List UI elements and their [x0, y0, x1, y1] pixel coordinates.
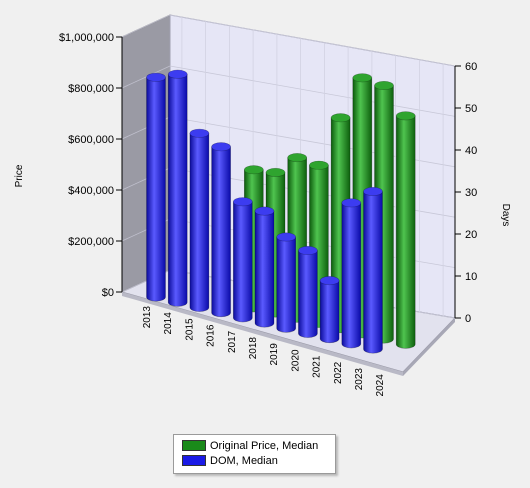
- right-tick-label: 0: [465, 313, 471, 325]
- x-tick-label: 2018: [248, 337, 259, 360]
- bar-dom-2015: [189, 128, 210, 312]
- x-axis-ticks: 2013 2014 2015 2016 2017 2018 2019 2020 2021 2022…: [142, 306, 386, 397]
- legend-item-dom: DOM, Median: [182, 453, 335, 468]
- y-right-axis-title: Days: [500, 204, 511, 227]
- left-tick-label: $800,000: [68, 83, 114, 95]
- gridline-left-wall: [121, 14, 171, 38]
- x-tick-label: 2015: [184, 318, 195, 341]
- legend-item-price: Original Price, Median: [182, 438, 335, 453]
- bar-price-2024: [395, 111, 416, 349]
- right-tick-label: 60: [465, 61, 477, 73]
- left-tick-label: $400,000: [68, 185, 114, 197]
- bar-dom-2022: [341, 198, 362, 349]
- gridline-left-wall: [121, 65, 171, 89]
- left-tick-label: $0: [102, 287, 114, 299]
- x-tick-label: 2013: [142, 306, 153, 329]
- legend-label-price: Original Price, Median: [210, 439, 319, 452]
- x-tick-label: 2022: [333, 361, 344, 384]
- right-tick-label: 30: [465, 187, 477, 199]
- gridline-back-wall: [169, 65, 456, 117]
- bar-dom-2018: [254, 206, 275, 328]
- x-tick-label: 2020: [290, 349, 301, 372]
- floor-front-edge: [122, 292, 403, 376]
- bar-dom-2020: [298, 245, 318, 338]
- right-tick-label: 40: [465, 145, 477, 157]
- x-tick-label: 2016: [206, 324, 217, 347]
- right-tick-label: 20: [465, 229, 477, 241]
- gridline-back-wall: [169, 14, 456, 67]
- floor-side-edge: [403, 318, 455, 376]
- chart-legend: Original Price, Median DOM, Median: [173, 434, 336, 474]
- bar-dom-2014: [167, 69, 188, 307]
- bar-dom-2013: [146, 72, 166, 302]
- bar-dom-2019: [276, 232, 297, 333]
- bar-dom-2023: [363, 186, 383, 354]
- right-tick-label: 10: [465, 271, 477, 283]
- legend-swatch-price: [182, 440, 206, 451]
- right-axis-ticks: 0 10 20 30 40 50 60: [454, 61, 477, 325]
- left-axis-ticks: $0 $200,000 $400,000 $600,000 $800,000 $1,000…: [59, 32, 123, 299]
- bar-dom-2021: [319, 276, 340, 344]
- left-tick-label: $1,000,000: [59, 32, 114, 44]
- x-tick-label: 2019: [269, 343, 280, 366]
- left-tick-label: $200,000: [68, 236, 114, 248]
- right-tick-label: 50: [465, 103, 477, 115]
- left-tick-label: $600,000: [68, 134, 114, 146]
- x-tick-label: 2021: [312, 355, 323, 378]
- legend-label-dom: DOM, Median: [210, 454, 278, 467]
- x-tick-label: 2017: [227, 330, 238, 353]
- x-tick-label: 2024: [375, 374, 386, 397]
- y-left-axis-title: Price: [14, 164, 25, 187]
- bar-dom-2016: [211, 142, 231, 318]
- legend-swatch-dom: [182, 455, 206, 466]
- bars-group: [146, 69, 416, 354]
- bar-dom-2017: [233, 197, 253, 323]
- x-tick-label: 2023: [354, 368, 365, 391]
- x-tick-label: 2014: [163, 312, 174, 335]
